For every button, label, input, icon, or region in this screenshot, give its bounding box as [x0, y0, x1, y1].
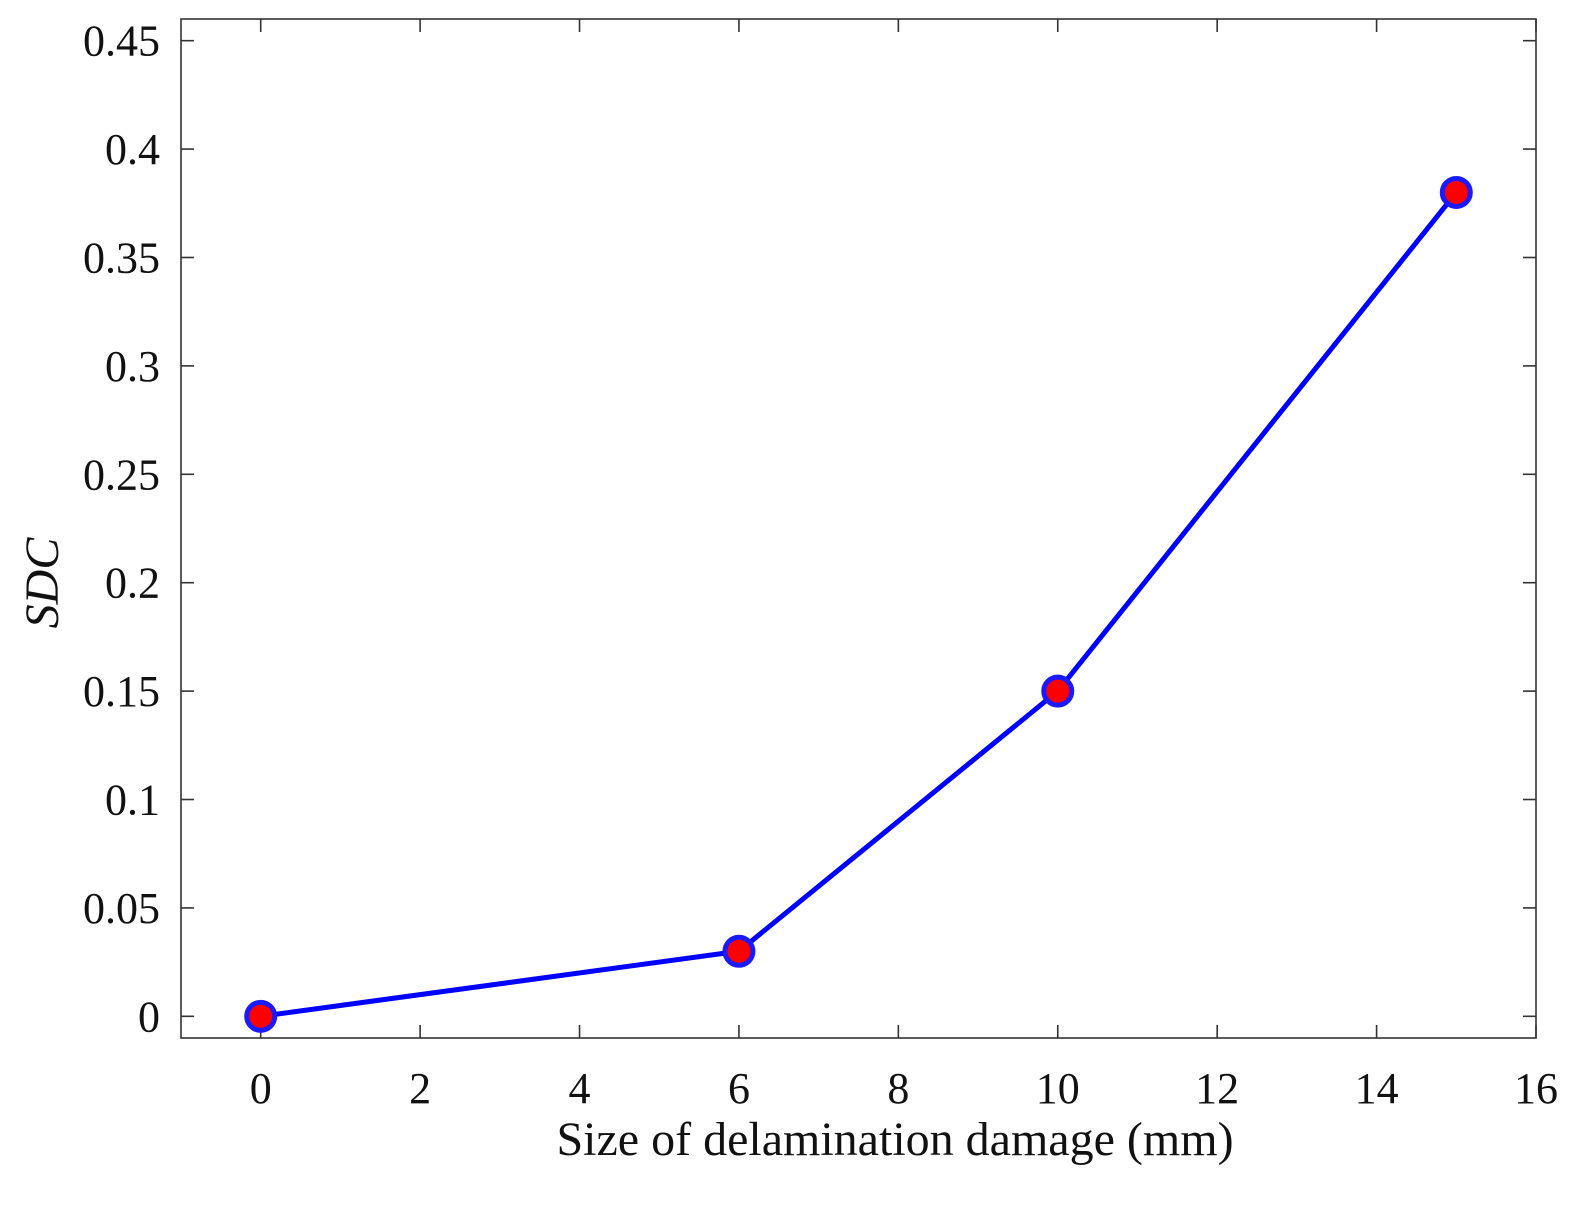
x-tick-label: 10 — [1036, 1064, 1080, 1113]
plot-frame — [180, 18, 1537, 1039]
y-axis-title: SDC — [16, 537, 69, 629]
data-point-marker — [1041, 674, 1075, 708]
y-tick-label: 0.3 — [105, 342, 160, 391]
y-tick-label: 0 — [138, 992, 160, 1041]
y-tick-label: 0.35 — [83, 233, 160, 282]
plot-area-border — [180, 18, 1537, 1039]
y-tick-label: 0.05 — [83, 884, 160, 933]
y-tick-label: 0.25 — [83, 450, 160, 499]
y-tick-label: 0.2 — [105, 559, 160, 608]
x-tick-label: 14 — [1355, 1064, 1399, 1113]
series-lines — [258, 189, 1459, 1019]
series-line — [258, 189, 1459, 1019]
x-axis-ticks: 0 2 4 6 8 10 12 14 16 — [250, 19, 1558, 1113]
y-tick-label: 0.15 — [83, 667, 160, 716]
data-point-marker — [244, 999, 278, 1033]
y-tick-label: 0.1 — [105, 776, 160, 825]
y-tick-label: 0.4 — [105, 125, 160, 174]
x-tick-label: 6 — [728, 1064, 750, 1113]
x-tick-label: 16 — [1514, 1064, 1558, 1113]
x-tick-label: 8 — [887, 1064, 909, 1113]
x-tick-label: 0 — [250, 1064, 272, 1113]
data-point-marker — [1439, 175, 1473, 209]
x-tick-label: 2 — [409, 1064, 431, 1113]
y-axis-ticks: 0 0.05 0.1 0.15 0.2 0.25 0.3 0.35 0.4 0.45 — [83, 17, 1536, 1041]
x-tick-label: 4 — [569, 1064, 591, 1113]
series-markers — [244, 175, 1473, 1033]
x-tick-label: 12 — [1195, 1064, 1239, 1113]
y-tick-label: 0.45 — [83, 17, 160, 66]
data-point-marker — [722, 934, 756, 968]
x-axis-title: Size of delamination damage (mm) — [556, 1113, 1233, 1166]
